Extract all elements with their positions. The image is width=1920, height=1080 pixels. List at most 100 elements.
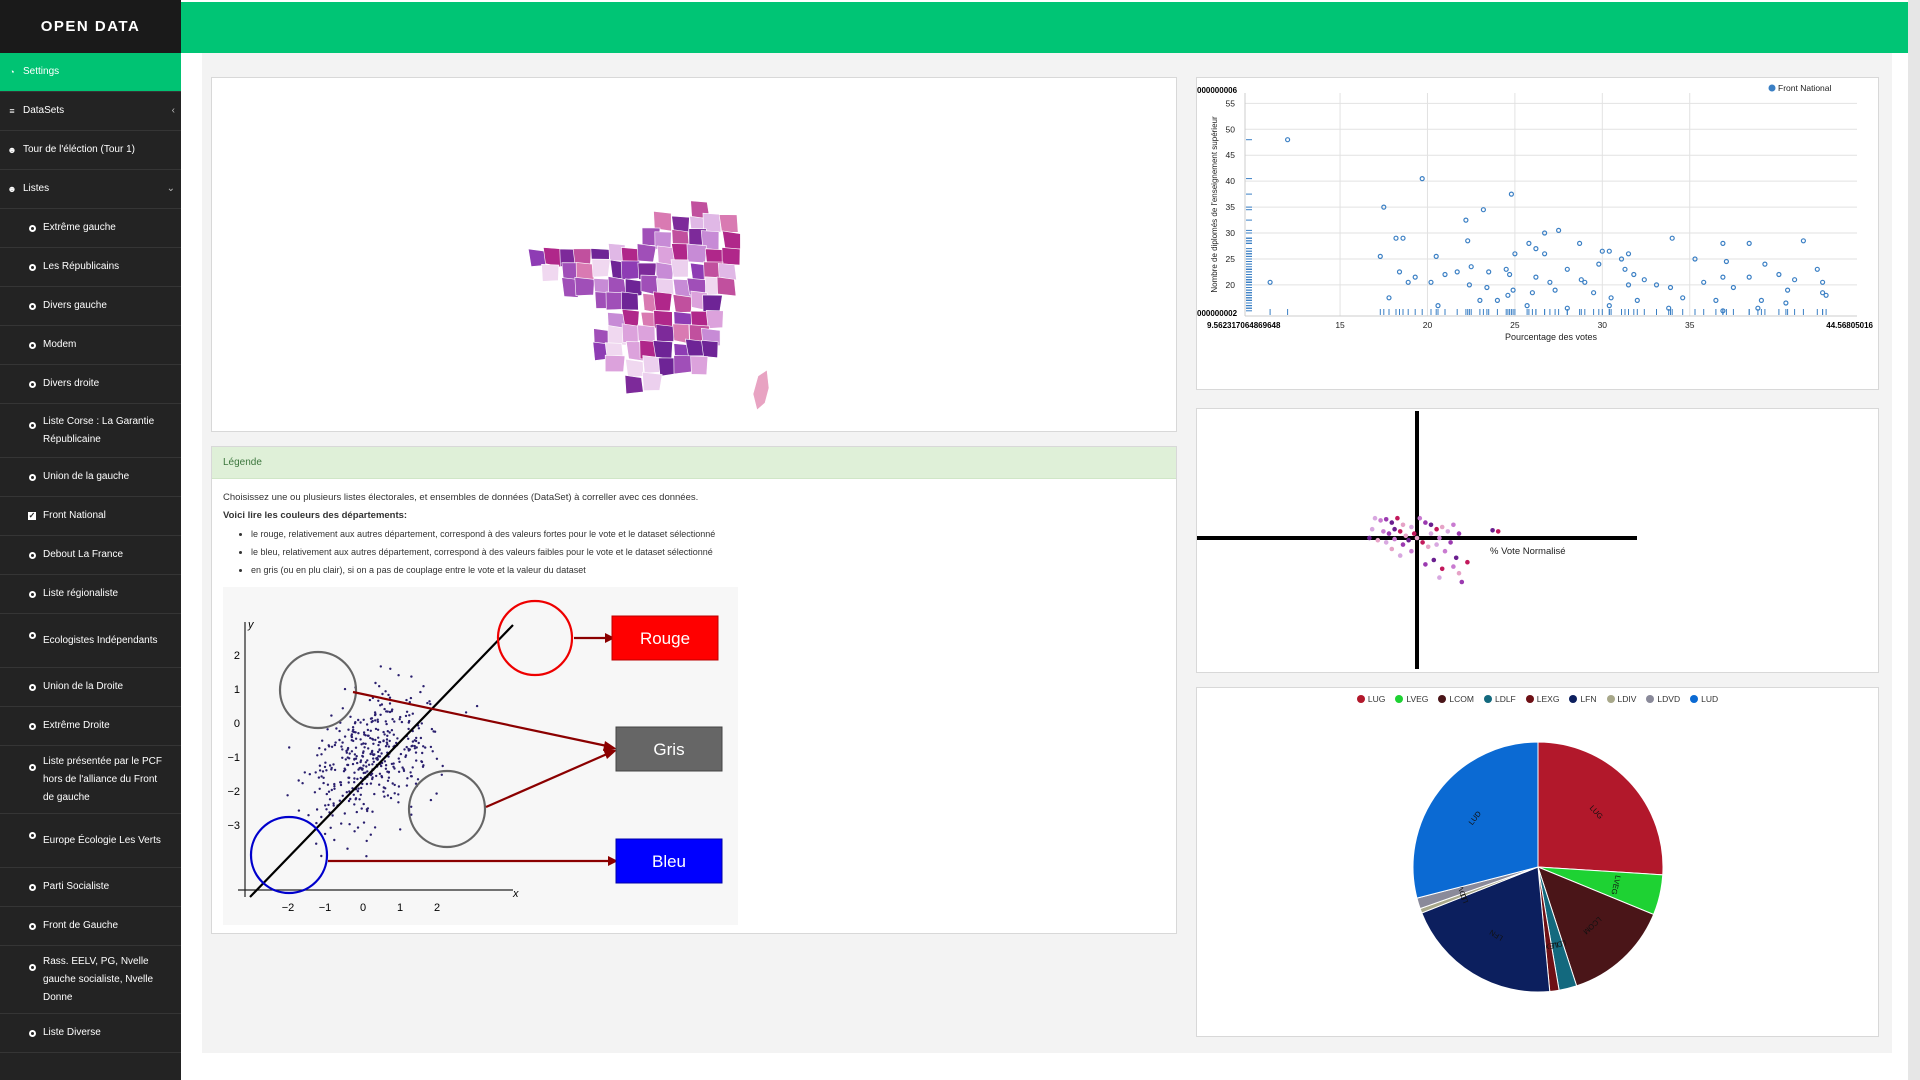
list-option[interactable]: Union de la Droite (0, 668, 181, 707)
list-option[interactable]: Parti Socialiste (0, 868, 181, 907)
list-option[interactable]: Les Républicains (0, 248, 181, 287)
pie-chart[interactable]: LUG LVEG LCOM LDLF LEXG LFN LDIV LDVD LUD (1197, 688, 1878, 1036)
sidebar-item-settings[interactable]: ◔ Settings (0, 53, 181, 92)
pie-legend-label: LDIV (1617, 694, 1637, 704)
list-option-label: Parti Socialiste (43, 881, 110, 892)
list-option-label: Union de la Droite (43, 681, 124, 692)
list-option[interactable]: Liste Diverse (0, 1014, 181, 1053)
figure-data-point (388, 739, 391, 743)
figure-data-point (340, 822, 343, 825)
figure-data-point (378, 748, 381, 752)
data-point (1529, 290, 1535, 296)
data-point (1386, 531, 1392, 536)
figure-y-tick: −1 (227, 752, 240, 764)
figure-data-point (361, 754, 364, 758)
figure-data-point (475, 704, 479, 708)
figure-data-point (399, 828, 402, 831)
page-scrollbar[interactable] (1908, 0, 1920, 1080)
figure-data-point (373, 792, 376, 796)
pie-legend-item[interactable]: LDIV (1606, 694, 1637, 704)
pie-legend-item[interactable]: LCOM (1438, 694, 1474, 704)
radio-icon (29, 1029, 36, 1037)
list-option-label: Liste Diverse (43, 1027, 101, 1038)
pie-legend-item[interactable]: LUG (1356, 694, 1385, 704)
figure-data-point (322, 781, 325, 785)
figure-grey-circle-bottom (407, 769, 487, 849)
list-option-label: Front de Gauche (43, 920, 119, 931)
list-option[interactable]: Extrême Droite (0, 707, 181, 746)
figure-data-point (382, 730, 385, 734)
list-option[interactable]: Front de Gauche (0, 907, 181, 946)
pie-legend-item[interactable]: LFN (1569, 694, 1597, 704)
sidebar-item-tour-de-l-l-ction-tour-1[interactable]: ☻ Tour de l'éléction (Tour 1) (0, 131, 181, 170)
figure-data-point (318, 747, 321, 750)
france-choropleth-map[interactable] (212, 78, 1176, 431)
figure-data-point (396, 737, 399, 740)
data-point (1456, 531, 1462, 536)
figure-data-point (388, 731, 391, 734)
figure-data-point (348, 823, 351, 826)
legend-dot (1569, 695, 1578, 703)
sidebar-item-datasets[interactable]: ≡ DataSets ‹ (0, 92, 181, 131)
list-option[interactable]: Rass. EELV, PG, Nvelle gauche socialiste… (0, 946, 181, 1014)
figure-data-point (424, 746, 427, 749)
figure-data-point (371, 737, 374, 741)
figure-data-point (376, 758, 379, 761)
data-point (1526, 240, 1532, 246)
figure-data-point (410, 813, 413, 816)
list-option[interactable]: Europe Écologie Les Verts (0, 814, 181, 868)
pie-legend-item[interactable]: LUD (1690, 694, 1718, 704)
figure-data-point (345, 749, 348, 753)
normalized-scatter-chart[interactable]: % Vote Normalisé (1197, 409, 1878, 672)
list-option[interactable]: Modem (0, 326, 181, 365)
list-option[interactable]: Union de la gauche (0, 458, 181, 497)
pie-legend-label: LEXG (1536, 694, 1560, 704)
figure-data-point (366, 759, 369, 762)
pie-legend-item[interactable]: LDLF (1483, 694, 1516, 704)
data-point (1456, 570, 1462, 576)
figure-data-point (347, 781, 350, 784)
list-option[interactable]: ✓ Front National (0, 497, 181, 536)
list-option[interactable]: Debout La France (0, 536, 181, 575)
figure-data-point (363, 746, 366, 749)
figure-data-point (340, 745, 343, 748)
list-option[interactable]: Extrême gauche (0, 209, 181, 248)
list-option[interactable]: Liste régionaliste (0, 575, 181, 614)
legend-bullet: le bleu, relativement aux autres départe… (251, 543, 1165, 561)
pie-legend-label: LFN (1580, 694, 1597, 704)
pie-legend-item[interactable]: LDVD (1646, 694, 1680, 704)
figure-data-point (341, 748, 344, 751)
figure-data-point (365, 723, 369, 726)
users-icon: ☻ (7, 184, 17, 194)
figure-data-point (332, 802, 335, 805)
figure-data-point (370, 750, 374, 754)
dashboard-icon: ◔ (9, 67, 15, 77)
pie-legend-item[interactable]: LEXG (1525, 694, 1560, 704)
list-option[interactable]: Liste Corse : La Garantie Républicaine (0, 404, 181, 458)
figure-data-point (366, 807, 370, 810)
figure-data-point (351, 726, 355, 729)
figure-data-point (376, 728, 380, 731)
radio-icon (29, 341, 36, 349)
list-option[interactable]: Liste présentée par le PCF hors de l'all… (0, 746, 181, 814)
map-department (621, 291, 639, 311)
figure-x-label: x (512, 888, 519, 900)
content-area: Légende Choisissez une ou plusieurs list… (202, 53, 1892, 1053)
list-option[interactable]: Ecologistes Indépendants (0, 614, 181, 668)
figure-data-point (354, 731, 357, 734)
data-point (1397, 553, 1403, 558)
list-option[interactable]: Divers gauche (0, 287, 181, 326)
pie-legend-item[interactable]: LVEG (1395, 694, 1428, 704)
data-point (1369, 526, 1375, 532)
sidebar-item-label: DataSets (23, 105, 65, 116)
figure-data-point (356, 761, 359, 765)
scatter-chart[interactable]: 20 25 30 35 40 45 50 55 15 20 25 30 35 9.562317064869… (1197, 78, 1878, 389)
list-option[interactable]: Divers droite (0, 365, 181, 404)
data-point (1403, 533, 1409, 539)
figure-data-point (318, 764, 322, 767)
figure-data-point (327, 744, 330, 747)
figure-data-point (369, 782, 373, 785)
sidebar-item-listes[interactable]: ☻ Listes ⌄ (0, 170, 181, 209)
map-department (625, 358, 645, 378)
figure-data-point (369, 833, 372, 836)
